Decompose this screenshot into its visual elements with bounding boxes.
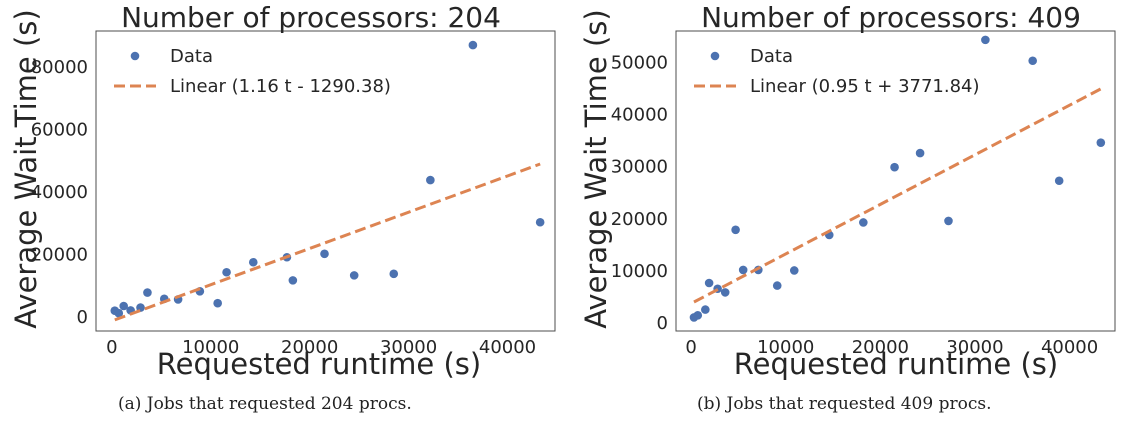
legend-marker	[130, 51, 140, 61]
data-point	[720, 288, 730, 297]
x-tick-label: 0	[685, 337, 696, 358]
legend-entry: Linear (1.16 t - 1290.38)	[170, 76, 391, 97]
x-tick-label: 20000	[852, 337, 909, 358]
y-tick-label: 10000	[611, 261, 668, 282]
data-point	[915, 148, 925, 158]
data-point	[1054, 176, 1064, 186]
data-point	[143, 288, 152, 297]
data-point	[349, 271, 359, 280]
x-tick-label: 10000	[182, 337, 239, 358]
figure: Number of processors: 204 0 10000 20000 3000…	[9, 1, 1116, 381]
data-point	[222, 267, 231, 277]
data-point	[738, 265, 748, 275]
x-tick-label: 10000	[757, 337, 814, 358]
x-axis-label: Requested runtime (s)	[734, 347, 1058, 381]
data-point	[1028, 56, 1037, 66]
y-tick-label: 20000	[31, 244, 88, 265]
data-point	[119, 301, 128, 311]
x-tick-label: 0	[106, 337, 117, 358]
data-point	[320, 249, 329, 259]
data-point	[389, 269, 399, 279]
y-tick-label: 80000	[31, 57, 88, 78]
data-point	[1096, 138, 1106, 147]
data-point	[731, 225, 740, 235]
data-point	[890, 162, 899, 172]
data-point	[213, 298, 222, 308]
data-point	[859, 218, 868, 227]
fit-line	[114, 162, 541, 322]
y-tick-label: 40000	[31, 182, 88, 203]
caption-a: (a) Jobs that requested 204 procs.	[118, 394, 412, 414]
fit-line	[693, 87, 1102, 304]
y-axis-label: Average Wait Time (s)	[579, 9, 613, 328]
y-axis-label: Average Wait Time (s)	[9, 9, 43, 328]
legend-marker	[710, 51, 720, 61]
y-tick-label: 20000	[611, 209, 668, 230]
data-point	[535, 217, 545, 227]
y-tick-label: 30000	[611, 157, 668, 178]
x-tick-label: 30000	[946, 337, 1003, 358]
x-tick-label: 40000	[479, 337, 536, 358]
x-tick-label: 40000	[1041, 337, 1098, 358]
data-point	[426, 175, 435, 185]
y-tick-label: 50000	[611, 52, 668, 73]
y-tick-label: 0	[77, 307, 88, 328]
data-point	[248, 257, 258, 267]
x-axis-label: Requested runtime (s)	[157, 347, 481, 381]
data-point	[693, 311, 703, 320]
chart-b: Number of processors: 409 0 10000 20000 3000…	[579, 1, 1116, 381]
data-point	[981, 35, 990, 45]
legend-entry: Data	[170, 46, 213, 67]
x-tick-label: 20000	[281, 337, 338, 358]
chart-title: Number of processors: 204	[121, 1, 501, 34]
data-point	[114, 308, 124, 318]
data-point	[701, 305, 710, 314]
legend-entry: Linear (0.95 t + 3771.84)	[750, 76, 980, 97]
data-point	[944, 216, 953, 226]
y-tick-label: 40000	[611, 104, 668, 125]
data-point	[704, 278, 714, 288]
chart-title: Number of processors: 409	[701, 1, 1081, 34]
caption-b: (b) Jobs that requested 409 procs.	[697, 394, 992, 414]
legend-entry: Data	[750, 46, 793, 67]
x-tick-label: 30000	[380, 337, 437, 358]
data-point	[468, 40, 478, 50]
y-tick-label: 0	[657, 313, 668, 334]
chart-a: Number of processors: 204 0 10000 20000 3000…	[9, 1, 556, 381]
y-tick-label: 60000	[31, 119, 88, 140]
data-point	[288, 276, 298, 285]
data-point	[789, 266, 799, 275]
data-point	[772, 281, 782, 290]
plot-frame	[675, 30, 1116, 332]
plot-frame	[95, 30, 556, 332]
